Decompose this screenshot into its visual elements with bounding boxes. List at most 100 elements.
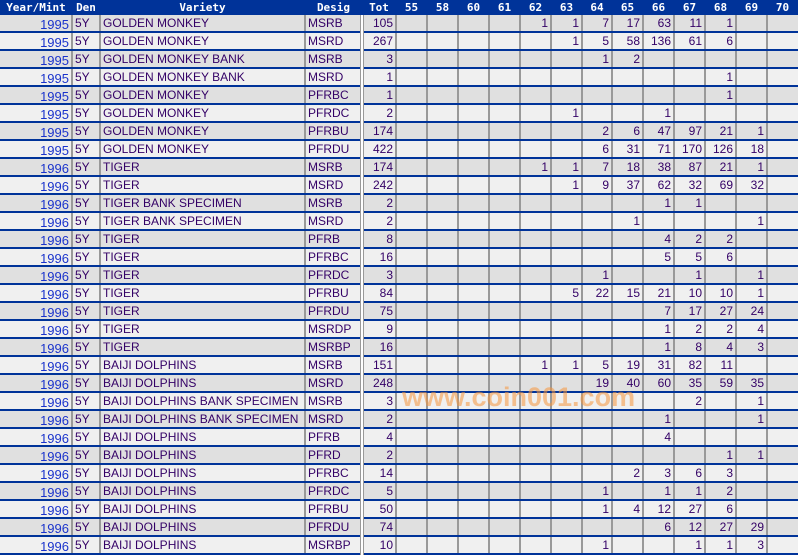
grade-count-cell (519, 392, 551, 411)
column-header[interactable]: 60 (458, 0, 489, 15)
grade-count-cell (395, 410, 427, 429)
column-header[interactable]: Year/Mint (0, 0, 72, 15)
total-cell: 75 (360, 302, 396, 321)
variety-cell: BAIJI DOLPHINS (99, 446, 305, 465)
grade-count-cell (704, 392, 736, 411)
column-header[interactable]: 68 (705, 0, 736, 15)
table-row: 1996 5Y TIGER PFRBC 16 5 5 6 (0, 248, 798, 267)
year-link[interactable]: 1996 (0, 446, 72, 465)
column-header[interactable]: 58 (427, 0, 458, 15)
desig-cell: PFRBU (304, 284, 362, 303)
grade-count-cell (550, 518, 582, 537)
year-link[interactable]: 1996 (0, 356, 72, 375)
grade-count-cell (735, 15, 767, 33)
column-header[interactable]: 66 (643, 0, 674, 15)
total-cell: 74 (360, 518, 396, 537)
column-header[interactable]: 70 (767, 0, 798, 15)
year-link[interactable]: 1996 (0, 302, 72, 321)
year-link[interactable]: 1996 (0, 176, 72, 195)
year-link[interactable]: 1996 (0, 194, 72, 213)
year-link[interactable]: 1995 (0, 32, 72, 51)
column-header[interactable]: 63 (551, 0, 582, 15)
grade-count-cell (488, 500, 520, 519)
grade-count-cell (766, 176, 798, 195)
column-header[interactable]: Desig (305, 0, 362, 15)
year-link[interactable]: 1996 (0, 464, 72, 483)
year-link[interactable]: 1995 (0, 68, 72, 87)
year-link[interactable]: 1995 (0, 104, 72, 123)
column-header[interactable]: 61 (489, 0, 520, 15)
year-link[interactable]: 1996 (0, 410, 72, 429)
grade-count-cell (426, 410, 458, 429)
grade-count-cell (766, 338, 798, 357)
column-header[interactable]: 69 (736, 0, 767, 15)
den-cell: 5Y (71, 536, 100, 555)
grade-count-cell (735, 428, 767, 447)
year-link[interactable]: 1996 (0, 284, 72, 303)
column-header[interactable]: 64 (582, 0, 612, 15)
grade-count-cell: 69 (704, 176, 736, 195)
year-link[interactable]: 1996 (0, 518, 72, 537)
grade-count-cell (457, 464, 489, 483)
grade-count-cell (488, 518, 520, 537)
table-row: 1996 5Y BAIJI DOLPHINS MSRB 151 1 1 5 19 31 82 11 (0, 356, 798, 375)
year-link[interactable]: 1996 (0, 320, 72, 339)
variety-cell: BAIJI DOLPHINS BANK SPECIMEN (99, 392, 305, 411)
table-row: 1996 5Y BAIJI DOLPHINS PFRDU 74 6 12 27 29 (0, 518, 798, 537)
year-link[interactable]: 1995 (0, 140, 72, 159)
grade-count-cell (611, 104, 643, 123)
grade-count-cell (395, 122, 427, 141)
grade-count-cell (735, 356, 767, 375)
grade-count-cell: 6 (704, 248, 736, 267)
total-cell: 151 (360, 356, 396, 375)
year-link[interactable]: 1996 (0, 230, 72, 249)
year-link[interactable]: 1996 (0, 536, 72, 555)
desig-cell: MSRB (304, 392, 362, 411)
column-header[interactable]: Tot (362, 0, 396, 15)
grade-count-cell: 31 (642, 356, 674, 375)
column-header[interactable]: 65 (612, 0, 643, 15)
den-cell: 5Y (71, 212, 100, 231)
year-link[interactable]: 1995 (0, 122, 72, 141)
year-link[interactable]: 1995 (0, 86, 72, 105)
grade-count-cell (673, 50, 705, 69)
year-link[interactable]: 1996 (0, 158, 72, 177)
year-link[interactable]: 1996 (0, 500, 72, 519)
grade-count-cell: 2 (673, 320, 705, 339)
column-header[interactable]: Den (72, 0, 100, 15)
year-link[interactable]: 1996 (0, 338, 72, 357)
desig-cell: PFRDC (304, 266, 362, 285)
year-link[interactable]: 1996 (0, 266, 72, 285)
year-link[interactable]: 1996 (0, 428, 72, 447)
grade-count-cell (611, 320, 643, 339)
total-cell: 84 (360, 284, 396, 303)
column-header[interactable]: 67 (674, 0, 705, 15)
table-row: 1995 5Y GOLDEN MONKEY PFRBU 174 2 6 47 97 21 1 (0, 122, 798, 141)
den-cell: 5Y (71, 266, 100, 285)
desig-cell: PFRBC (304, 86, 362, 105)
column-header[interactable]: 62 (520, 0, 551, 15)
grade-count-cell (426, 518, 458, 537)
grade-count-cell: 1 (519, 158, 551, 177)
grade-count-cell: 1 (581, 50, 612, 69)
grade-count-cell (704, 212, 736, 231)
den-cell: 5Y (71, 68, 100, 87)
grade-count-cell: 63 (642, 15, 674, 33)
grade-count-cell (519, 518, 551, 537)
grade-count-cell (766, 266, 798, 285)
year-link[interactable]: 1996 (0, 248, 72, 267)
year-link[interactable]: 1996 (0, 392, 72, 411)
year-link[interactable]: 1996 (0, 374, 72, 393)
grade-count-cell (766, 230, 798, 249)
grade-count-cell: 7 (642, 302, 674, 321)
column-header[interactable]: Variety (100, 0, 305, 15)
year-link[interactable]: 1995 (0, 50, 72, 69)
table-row: 1996 5Y TIGER BANK SPECIMEN MSRB 2 1 1 (0, 194, 798, 213)
grade-count-cell (426, 356, 458, 375)
year-link[interactable]: 1995 (0, 15, 72, 33)
year-link[interactable]: 1996 (0, 482, 72, 501)
year-link[interactable]: 1996 (0, 212, 72, 231)
column-header[interactable]: 55 (396, 0, 427, 15)
grade-count-cell (581, 86, 612, 105)
grade-count-cell (457, 500, 489, 519)
